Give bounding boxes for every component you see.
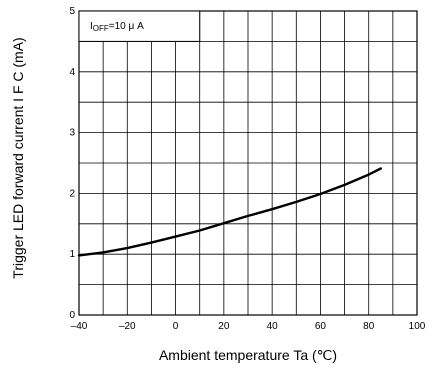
grid <box>79 11 417 315</box>
series-line <box>77 167 382 257</box>
y-tick-label: 3 <box>69 128 75 139</box>
x-tick-label: 60 <box>315 321 327 332</box>
x-tick-label: 20 <box>218 321 230 332</box>
x-tick-label: 40 <box>267 321 279 332</box>
y-axis-label: Trigger LED forward current I F C (mA) <box>10 37 26 278</box>
y-tick-label: 2 <box>69 188 75 199</box>
plot-frame <box>78 10 418 316</box>
tick-labels: –40 –20 0 20 40 60 80 100 0 1 2 3 4 5 <box>69 6 425 332</box>
x-axis-label: Ambient temperature Ta (℃) <box>159 347 337 363</box>
series-line-group <box>77 167 382 257</box>
x-tick-label: 100 <box>409 321 426 332</box>
x-tick-label: 80 <box>363 321 375 332</box>
y-tick-label: 5 <box>69 6 75 17</box>
y-tick-label: 1 <box>69 249 75 260</box>
x-tick-label: –20 <box>119 321 136 332</box>
y-tick-label: 4 <box>69 67 75 78</box>
annotation-box: IOFF=10 μ A <box>78 10 201 42</box>
annotation-text: IOFF=10 μ A <box>90 21 144 33</box>
x-tick-label: –40 <box>71 321 88 332</box>
y-tick-label: 0 <box>69 310 75 321</box>
x-tick-label: 0 <box>173 321 179 332</box>
